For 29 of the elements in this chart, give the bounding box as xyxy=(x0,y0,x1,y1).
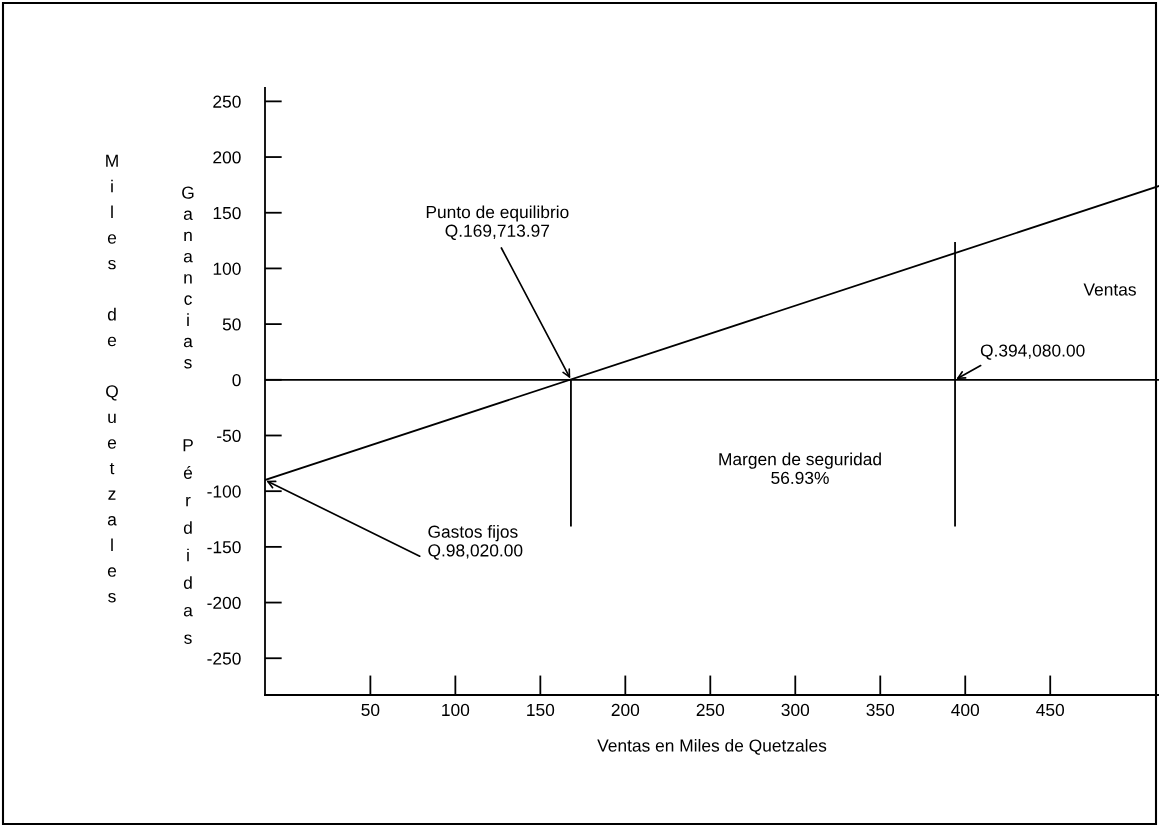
text: Pérdidas xyxy=(183,439,193,644)
y-tick-label: 0 xyxy=(232,373,241,387)
x-axis-title: Ventas en Miles de Quetzales xyxy=(597,738,827,755)
y-tick-label: -100 xyxy=(207,485,241,498)
y-tick-label: 150 xyxy=(213,206,241,220)
annotation: Punto de equilibrio Q.169,713.97 xyxy=(426,205,569,240)
text: Ganancias xyxy=(182,186,194,369)
y-tick-label: -200 xyxy=(207,596,241,610)
y-tick-label: 200 xyxy=(213,151,241,164)
x-tick-label: 150 xyxy=(527,703,555,717)
y-tick-label: 100 xyxy=(213,262,241,275)
x-tick-label: 450 xyxy=(1036,703,1065,717)
x-tick-label: 50 xyxy=(361,703,380,717)
x-tick-label: 350 xyxy=(866,703,895,717)
annotation: Ventas xyxy=(1083,283,1136,296)
x-tick-label: 300 xyxy=(781,703,810,717)
y-tick-label: -250 xyxy=(207,652,241,665)
x-tick-label: 400 xyxy=(951,703,980,717)
y-tick-label: -150 xyxy=(207,541,241,554)
annotation: Q.394,080.00 xyxy=(980,344,1085,360)
annotation: Gastos fijos Q.98,020.00 xyxy=(428,525,523,560)
x-tick-label: 100 xyxy=(442,703,470,717)
x-tick-label: 200 xyxy=(611,703,640,717)
y-tick-label: 50 xyxy=(222,318,241,331)
y-tick-label: -50 xyxy=(217,429,241,442)
y-tick-label: 250 xyxy=(213,95,241,108)
text: Miles de Quetzales xyxy=(106,154,118,603)
annotation: Margen de seguridad 56.93% xyxy=(719,452,881,485)
x-tick-label: 250 xyxy=(696,703,725,717)
